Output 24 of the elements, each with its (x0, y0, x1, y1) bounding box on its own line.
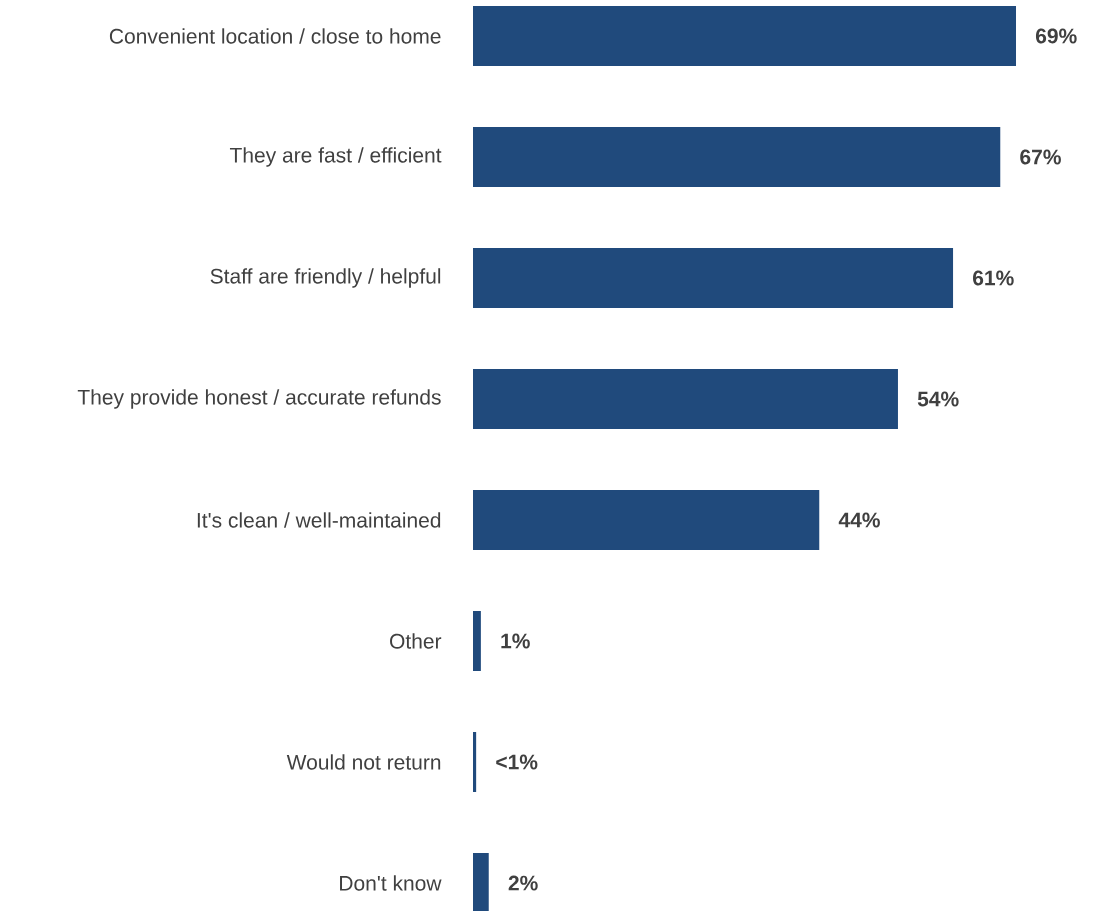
y-tick-label: Don't know (340, 875, 442, 891)
bar (473, 6, 1016, 66)
data-label: 44% (838, 512, 880, 528)
bar (473, 853, 489, 911)
y-tick-label: Staff are friendly / helpful (210, 268, 441, 288)
data-label: 67% (1020, 149, 1061, 165)
data-label: 61% (973, 270, 1014, 286)
y-tick-label: They provide honest / accurate refunds (77, 389, 441, 409)
bar (473, 127, 1001, 187)
data-label: 54% (917, 391, 959, 407)
y-tick-label: Would not return (286, 754, 441, 770)
data-label: <1% (496, 754, 538, 770)
bar (473, 369, 898, 429)
y-tick-label: Convenient location / close to home (109, 28, 441, 44)
data-label: 1% (501, 633, 530, 649)
data-label: 2% (508, 875, 538, 891)
y-tick-label: They are fast / efficient (229, 147, 442, 167)
y-tick-label: Other (390, 633, 442, 649)
y-tick-label: It's clean / well-maintained (197, 512, 441, 528)
bar (473, 248, 954, 308)
bar (473, 490, 820, 550)
data-label: 69% (1035, 28, 1077, 44)
bar (473, 732, 477, 792)
bar (473, 611, 481, 671)
